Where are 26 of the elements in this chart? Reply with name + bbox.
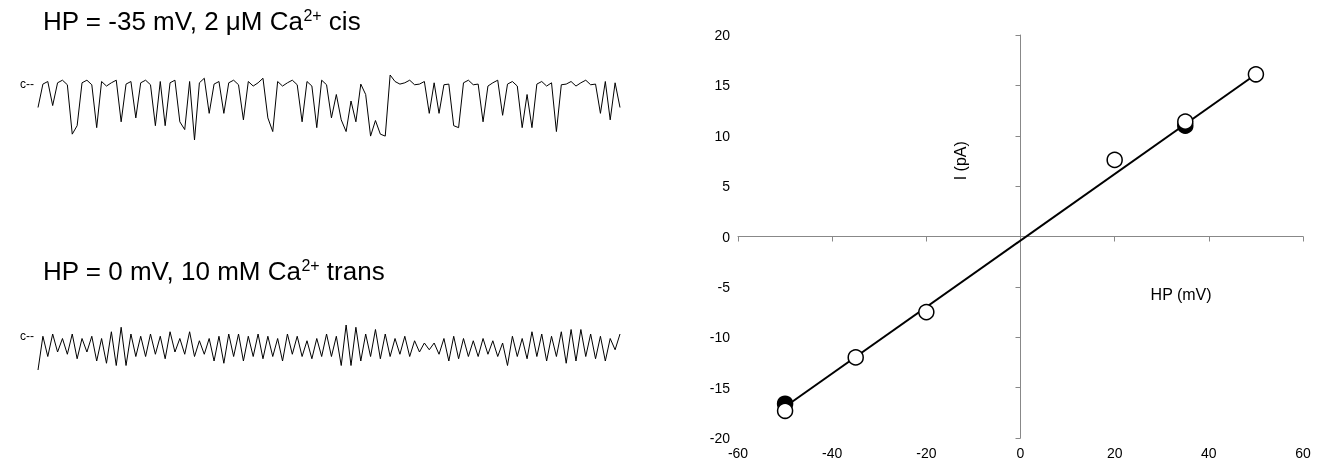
text: c-- [20, 77, 34, 92]
point [918, 303, 935, 321]
text: c-- [20, 329, 34, 344]
x-tick-label: -60 [727, 445, 749, 460]
y-axis-title: I (pA) [952, 141, 969, 181]
x-tick-label: 60 [1295, 445, 1311, 460]
y-tick-label: 10 [714, 127, 731, 144]
y-tick-label: -5 [717, 278, 731, 295]
y-tick-label: -15 [709, 379, 731, 396]
x-axis-title: HP (mV) [1150, 286, 1212, 303]
point [1106, 151, 1123, 169]
x-tick-label: 0 [1016, 445, 1025, 460]
y-tick-label: -10 [709, 329, 731, 346]
y-tick-label: 0 [722, 228, 731, 245]
x-tick-label: 20 [1106, 445, 1123, 460]
x-tick-label: -20 [916, 445, 937, 460]
point [1247, 66, 1265, 83]
point [1177, 113, 1194, 130]
y-tick-label: 20 [714, 27, 731, 43]
y-tick-label: -20 [709, 430, 731, 446]
x-tick-label: -40 [822, 445, 843, 460]
x-tick-label: 40 [1201, 445, 1217, 460]
y-tick-label: 15 [714, 77, 731, 94]
point [776, 402, 794, 420]
point [847, 349, 864, 366]
y-tick-label: 5 [722, 178, 731, 195]
